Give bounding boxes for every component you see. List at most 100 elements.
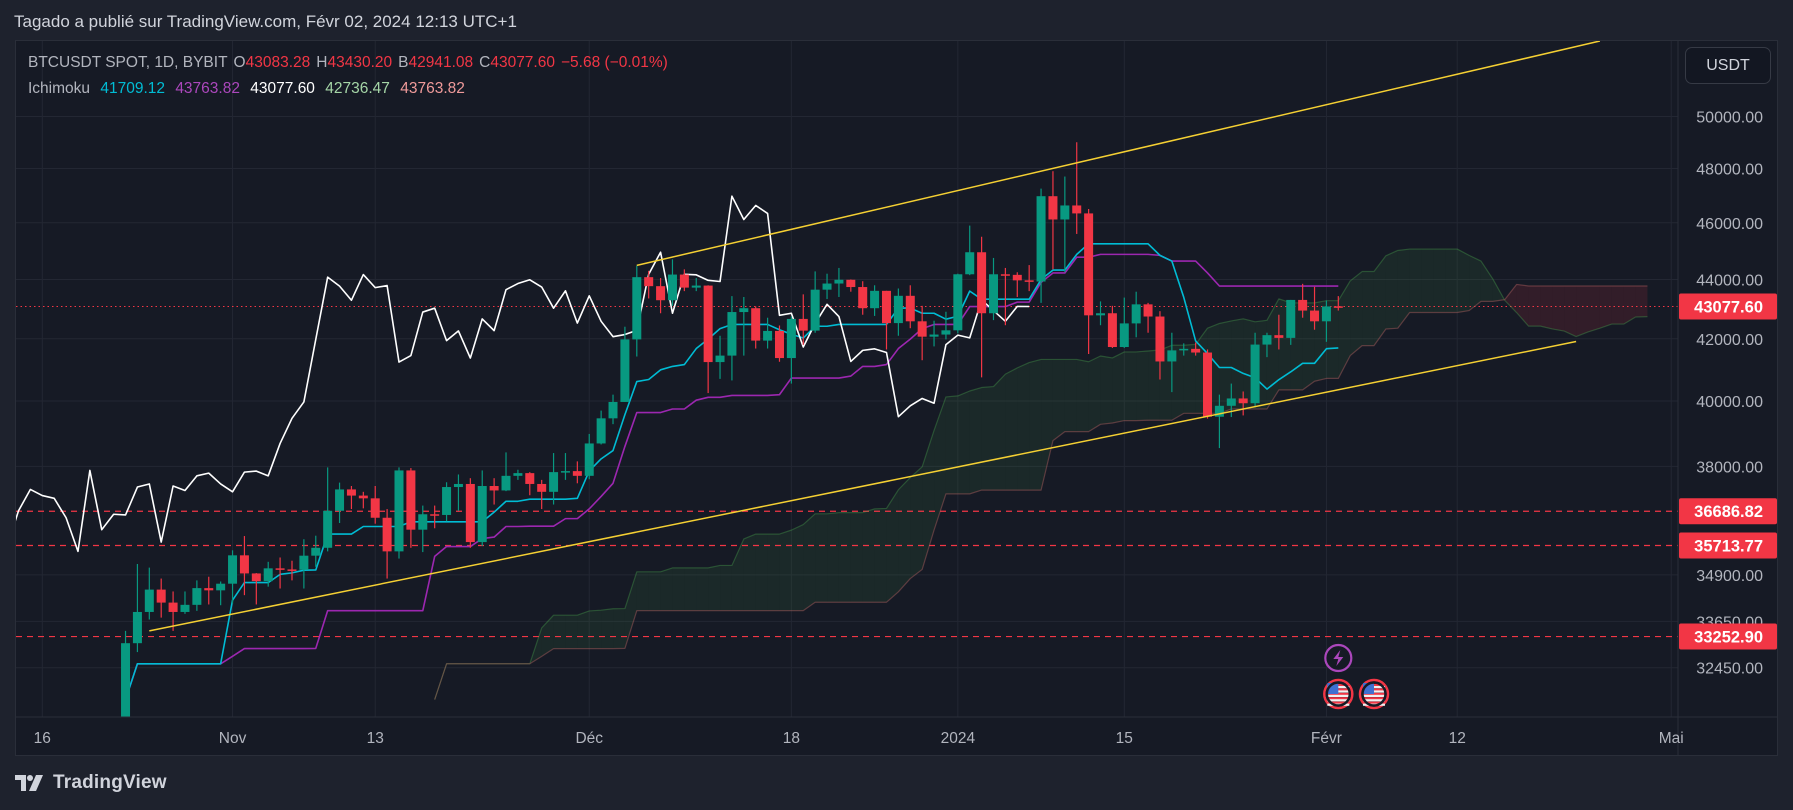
candle (1143, 302, 1153, 333)
candle (299, 539, 309, 589)
cloud-segment (1611, 286, 1624, 325)
candle-body (442, 487, 452, 515)
cloud-segment (874, 508, 887, 603)
cloud-segment (1540, 286, 1553, 329)
cloud-segment (945, 395, 958, 494)
price-marker-label: 43077.60 (1694, 298, 1763, 316)
candle (442, 482, 452, 522)
candle (144, 567, 154, 620)
candle (584, 433, 594, 480)
price-marker: 36686.82 (1679, 498, 1777, 525)
price-marker-box (1679, 623, 1777, 650)
flag-stripe (1362, 701, 1385, 704)
publisher-caption: Tagado a publié sur TradingView.com, Fév… (14, 12, 517, 31)
trendlines[interactable] (149, 41, 1601, 632)
y-tick-label: 38000.00 (1696, 459, 1763, 476)
cloud-segment (1457, 249, 1470, 313)
cloud-segment (1528, 286, 1541, 327)
cloud-segment (767, 534, 780, 611)
x-tick-label: 18 (783, 730, 800, 747)
candle (335, 482, 345, 523)
candle-body (430, 514, 440, 516)
candle-body (751, 308, 761, 341)
symbol-legend[interactable]: BTCUSDT SPOT, 1D, BYBIT O43083.28 H43430.2… (28, 54, 674, 72)
candle-body (501, 475, 511, 491)
flag-canton (1327, 683, 1339, 694)
candle-body (1060, 205, 1070, 220)
candle (394, 467, 404, 559)
candle (525, 472, 535, 496)
indicator-name[interactable]: Ichimoku (28, 80, 91, 97)
cloud-segment (1362, 271, 1374, 346)
candle (953, 273, 963, 334)
candle-body (323, 510, 333, 548)
candle-body (989, 274, 998, 314)
x-tick-label: 13 (367, 730, 384, 747)
candle-body (156, 589, 166, 603)
candle (549, 453, 559, 505)
candle (763, 317, 773, 349)
indicator-legend[interactable]: Ichimoku 41709.12 43763.82 43077.60 4273… (28, 80, 471, 98)
candle (1084, 209, 1094, 355)
flag-clip-ring (1325, 681, 1352, 707)
cloud-segment (1076, 359, 1089, 432)
price-marker-box (1679, 498, 1777, 525)
candle-body (620, 339, 630, 402)
price-marker-label: 33252.90 (1694, 629, 1763, 647)
price-marker: 43077.60 (1679, 293, 1777, 320)
currency-button[interactable]: USDT (1685, 47, 1771, 84)
symbol-title[interactable]: BTCUSDT SPOT, 1D, BYBIT (28, 54, 228, 71)
candle-body (1298, 299, 1308, 311)
candle-body (1286, 299, 1296, 338)
lightning-icon[interactable] (1324, 643, 1353, 673)
open-value: 43083.28 (245, 54, 311, 71)
tradingview-logo-text: TradingView (53, 772, 167, 793)
cloud-segment (731, 538, 744, 611)
trendline[interactable] (149, 340, 1577, 632)
candle-body (1226, 398, 1236, 406)
us-flag-icon[interactable] (1358, 678, 1390, 710)
cloud-segment (1100, 355, 1113, 425)
candle-body (453, 483, 463, 488)
trendline[interactable] (636, 41, 1601, 267)
cloud-segment (565, 615, 578, 649)
y-tick-label: 50000.00 (1696, 109, 1763, 126)
candle-body (715, 355, 725, 363)
candle (1321, 300, 1331, 342)
candle (406, 468, 416, 548)
flag-canton (1362, 683, 1374, 694)
price-axis[interactable]: 50000.00 48000.00 46000.00 44000.00 42000.00… (1696, 109, 1763, 677)
candle-body (965, 252, 975, 275)
cloud-segment (1029, 359, 1042, 491)
cloud-segment (1136, 350, 1149, 421)
price-marker-label: 35713.77 (1694, 538, 1763, 556)
candle-body (596, 418, 606, 444)
candle (989, 257, 998, 321)
y-tick-label: 44000.00 (1696, 272, 1763, 289)
lagging-line (16, 195, 1030, 553)
lead-a-value: 42736.47 (325, 80, 390, 97)
cloud-segment (1492, 279, 1505, 302)
base-line (124, 253, 1339, 700)
candle-body (346, 489, 356, 496)
us-flag-icon[interactable] (1323, 678, 1354, 710)
change-value: −5.68 (−0.01%) (560, 54, 668, 71)
candle (774, 325, 784, 362)
cloud-segment (696, 567, 709, 611)
tradingview-logo[interactable]: TradingView (15, 772, 167, 794)
events[interactable] (1323, 643, 1390, 710)
time-axis[interactable]: 16 Nov 13 Déc 18 2024 15 Févr 12 Mai (34, 730, 1684, 747)
lightning-icon-bolt (1333, 650, 1344, 666)
candle-body (406, 470, 416, 530)
candle (822, 273, 832, 300)
candle-body (786, 318, 796, 359)
candle-body (1107, 313, 1117, 348)
candle-body (1333, 306, 1343, 308)
y-tick-label: 46000.00 (1696, 216, 1763, 233)
candle (596, 410, 606, 445)
tradingview-logo-icon (15, 775, 43, 791)
cloud-segment (743, 534, 756, 611)
candle (1072, 142, 1082, 234)
candle (477, 470, 487, 547)
